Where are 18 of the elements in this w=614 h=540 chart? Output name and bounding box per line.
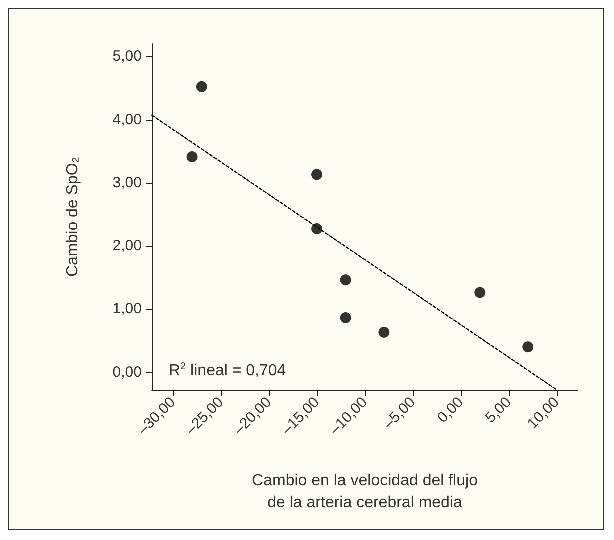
y-tick-label: 3,00 <box>112 174 142 192</box>
y-axis-title: Cambio de SpO₂ <box>64 156 82 278</box>
y-tick-label: 1,00 <box>112 300 142 318</box>
x-axis-title: Cambio en la velocidad del flujo de la arteria cerebral media <box>252 472 478 512</box>
y-tick-label: 4,00 <box>112 111 142 128</box>
point <box>340 274 352 286</box>
point <box>196 81 208 92</box>
point <box>378 327 390 338</box>
point <box>340 312 352 324</box>
point <box>312 169 323 180</box>
y-tick-label: 0,00 <box>112 364 142 381</box>
y-tick-label: 5,00 <box>112 48 142 66</box>
x-tick-label: 5,00 <box>482 394 515 427</box>
y-tick-label: 2,00 <box>112 238 142 255</box>
point <box>522 342 534 353</box>
point <box>186 152 198 163</box>
x-tick-label: 0,00 <box>434 394 467 427</box>
point <box>474 287 486 298</box>
